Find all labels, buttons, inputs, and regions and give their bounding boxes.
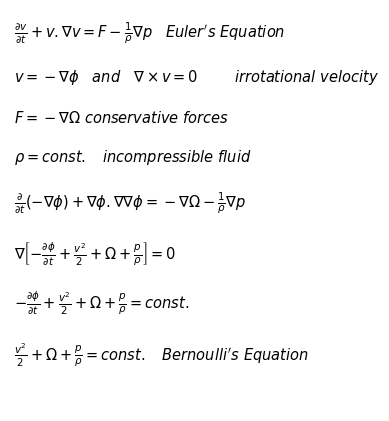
Text: $-\frac{\partial\phi}{\partial t} + \frac{v^2}{2} + \Omega + \frac{p}{\rho} = co: $-\frac{\partial\phi}{\partial t} + \fra… (14, 290, 189, 317)
Text: $v = -\nabla\phi$   $\it{and}$   $\nabla \times v = 0$        $\it{irrotational\: $v = -\nabla\phi$ $\it{and}$ $\nabla \ti… (14, 68, 379, 87)
Text: $\frac{v^2}{2} + \Omega + \frac{p}{\rho} = const.$   $\it{Bernoulli's\ Equation}: $\frac{v^2}{2} + \Omega + \frac{p}{\rho}… (14, 342, 309, 370)
Text: $\frac{\partial v}{\partial t} + v.\nabla v = F - \frac{1}{\rho}\nabla p$   $\it: $\frac{\partial v}{\partial t} + v.\nabl… (14, 20, 285, 45)
Text: $\nabla\left[-\frac{\partial\phi}{\partial t} + \frac{v^2}{2} + \Omega + \frac{p: $\nabla\left[-\frac{\partial\phi}{\parti… (14, 241, 176, 268)
Text: $F = -\nabla\Omega\ \it{conservative\ forces}$: $F = -\nabla\Omega\ \it{conservative\ fo… (14, 110, 229, 126)
Text: $\frac{\partial}{\partial t}(-\nabla\phi) + \nabla\phi.\nabla\nabla\phi = -\nabl: $\frac{\partial}{\partial t}(-\nabla\phi… (14, 190, 246, 216)
Text: $\rho = const.$   $\it{incompressible\ fluid}$: $\rho = const.$ $\it{incompressible\ flu… (14, 148, 251, 167)
